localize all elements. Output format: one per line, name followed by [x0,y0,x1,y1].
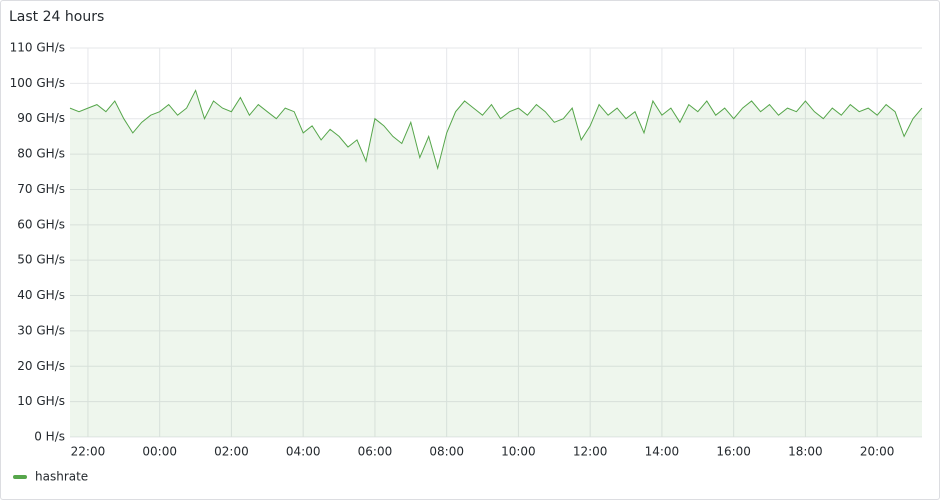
y-tick-label: 60 GH/s [17,217,65,231]
x-tick-label: 10:00 [501,445,536,459]
y-tick-label: 50 GH/s [17,253,65,267]
y-tick-label: 90 GH/s [17,111,65,125]
legend-swatch [13,475,27,479]
x-tick-label: 08:00 [429,445,464,459]
line [69,89,923,171]
y-tick-label: 30 GH/s [17,323,65,337]
panel-title: Last 24 hours [9,9,104,25]
y-tick-label: 70 GH/s [17,182,65,196]
x-tick-label: 20:00 [860,445,895,459]
x-tick-label: 02:00 [214,445,249,459]
x-tick-label: 00:00 [142,445,177,459]
y-tick-label: 0 H/s [34,430,65,444]
x-tick-label: 16:00 [716,445,751,459]
y-tick-label: 80 GH/s [17,147,65,161]
y-tick-label: 100 GH/s [10,76,65,90]
y-tick-label: 110 GH/s [10,41,65,55]
legend-label: hashrate [35,470,88,484]
area [70,90,922,438]
x-tick-label: 22:00 [71,445,106,459]
x-tick-label: 06:00 [358,445,393,459]
y-tick-label: 20 GH/s [17,359,65,373]
y-tick-label: 40 GH/s [17,288,65,302]
x-tick-label: 04:00 [286,445,321,459]
x-tick-label: 18:00 [788,445,823,459]
x-tick-label: 12:00 [573,445,608,459]
y-tick-label: 10 GH/s [17,394,65,408]
x-tick-label: 14:00 [645,445,680,459]
